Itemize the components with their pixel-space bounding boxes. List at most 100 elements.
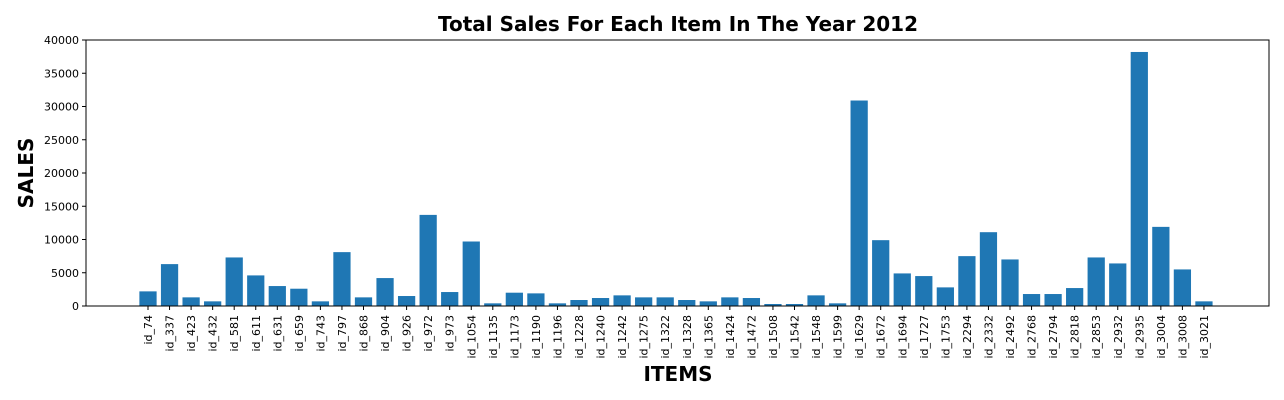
x-tick-label: id_797 — [336, 315, 349, 352]
y-tick-label: 30000 — [44, 101, 79, 114]
x-tick-label: id_631 — [271, 315, 284, 352]
bar-id_3008 — [1173, 269, 1192, 306]
bar-id_2818 — [1066, 288, 1084, 306]
y-tick-label: 0 — [72, 300, 79, 313]
bar-id_2768 — [1022, 294, 1041, 306]
x-tick-label: id_337 — [164, 315, 177, 352]
x-tick-label: id_1472 — [745, 315, 758, 359]
x-tick-label: id_659 — [293, 315, 306, 352]
plot-area: id_74 id_337 id_423 id_432 id_581 id_611 id_63… — [44, 34, 1270, 359]
bar-id_3021 — [1195, 301, 1213, 306]
x-tick-label: id_1173 — [508, 315, 521, 359]
x-tick-label: id_904 — [379, 315, 392, 352]
bar-id_423 — [182, 297, 200, 306]
y-tick-label: 25000 — [44, 134, 79, 147]
bar-id_74 — [139, 291, 157, 306]
y-tick-label: 40000 — [44, 34, 79, 47]
bar-id_2294 — [958, 256, 976, 307]
x-tick-label: id_581 — [228, 315, 241, 352]
bar-id_1599 — [828, 303, 847, 306]
x-tick-label: id_972 — [422, 315, 435, 352]
x-axis-label: ITEMS — [643, 362, 712, 386]
plot-frame — [85, 39, 1270, 307]
bar-id_1542 — [785, 304, 804, 306]
x-tick-label: id_3021 — [1198, 315, 1211, 359]
bar-id_2332 — [979, 232, 998, 306]
x-tick-label: id_2294 — [961, 315, 974, 359]
bar-id_2492 — [1001, 259, 1019, 306]
bar-id_1240 — [591, 298, 610, 306]
x-tick-label: id_74 — [142, 315, 155, 345]
x-tick-label: id_2853 — [1090, 315, 1103, 359]
x-tick-label: id_1190 — [530, 315, 543, 359]
x-tick-label: id_1672 — [875, 315, 888, 359]
bar-id_1135 — [484, 303, 502, 306]
bar-id_3004 — [1152, 226, 1170, 306]
bar-id_1242 — [613, 295, 631, 306]
y-axis-label: SALES — [14, 138, 38, 209]
y-tick-label: 5000 — [51, 267, 79, 280]
x-tick-label: id_868 — [358, 315, 371, 352]
bar-id_1694 — [893, 273, 911, 306]
bar-id_611 — [247, 275, 265, 306]
x-tick-label: id_3004 — [1155, 315, 1168, 359]
x-tick-label: id_1508 — [767, 315, 780, 359]
x-tick-label: id_2935 — [1133, 315, 1146, 359]
bar-id_2932 — [1109, 263, 1127, 306]
x-tick-label: id_1228 — [573, 315, 586, 359]
bar-id_1508 — [764, 304, 782, 306]
bar-id_1672 — [872, 240, 890, 306]
y-tick-label: 15000 — [44, 200, 79, 213]
bar-id_1365 — [699, 301, 717, 306]
bar-id_904 — [376, 278, 394, 306]
bar-id_926 — [397, 296, 416, 306]
x-tick-label: id_1727 — [918, 315, 931, 359]
bar-id_868 — [354, 297, 373, 306]
x-tick-label: id_1328 — [681, 315, 694, 359]
bar-id_1548 — [807, 295, 825, 306]
bar-id_797 — [333, 252, 351, 306]
bar-id_581 — [225, 257, 243, 306]
x-tick-label: id_1629 — [853, 315, 866, 359]
bar-id_1727 — [915, 276, 933, 306]
x-tick-label: id_611 — [250, 315, 263, 352]
x-tick-label: id_1196 — [551, 315, 564, 359]
x-tick-label: id_1548 — [810, 315, 823, 359]
bar-id_337 — [160, 264, 179, 306]
bar-id_1190 — [527, 293, 545, 306]
x-tick-label: id_1322 — [659, 315, 672, 359]
x-tick-label: id_973 — [444, 315, 457, 352]
y-tick-label: 20000 — [44, 167, 79, 180]
bar-id_2794 — [1044, 294, 1062, 306]
bar-id_1753 — [936, 287, 954, 306]
x-tick-label: id_1242 — [616, 315, 629, 359]
bar-id_1424 — [721, 297, 739, 306]
bar-id_1054 — [462, 241, 480, 306]
x-tick-label: id_1542 — [789, 315, 802, 359]
x-tick-label: id_1694 — [896, 315, 909, 359]
bar-id_1629 — [850, 100, 868, 307]
chart-title: Total Sales For Each Item In The Year 20… — [438, 12, 918, 36]
bar-id_1228 — [570, 300, 588, 306]
bar-id_972 — [419, 214, 437, 306]
x-tick-label: id_1240 — [595, 315, 608, 359]
x-tick-label: id_2332 — [982, 315, 995, 359]
x-tick-label: id_2818 — [1069, 315, 1082, 359]
bar-id_432 — [204, 301, 222, 306]
x-tick-label: id_1753 — [939, 315, 952, 359]
x-tick-label: id_2932 — [1112, 315, 1125, 359]
x-tick-label: id_743 — [314, 315, 327, 352]
x-tick-label: id_1275 — [638, 315, 651, 359]
bar-id_631 — [268, 286, 286, 306]
x-tick-label: id_423 — [185, 315, 198, 352]
x-tick-label: id_2492 — [1004, 315, 1017, 359]
bar-id_743 — [311, 301, 330, 306]
bar-id_2935 — [1130, 51, 1148, 306]
x-tick-label: id_1365 — [702, 315, 715, 359]
bar-id_1275 — [635, 297, 653, 306]
x-tick-label: id_2794 — [1047, 315, 1060, 359]
x-tick-label: id_926 — [401, 315, 414, 352]
y-tick-label: 35000 — [44, 67, 79, 80]
bar-id_973 — [441, 292, 459, 306]
